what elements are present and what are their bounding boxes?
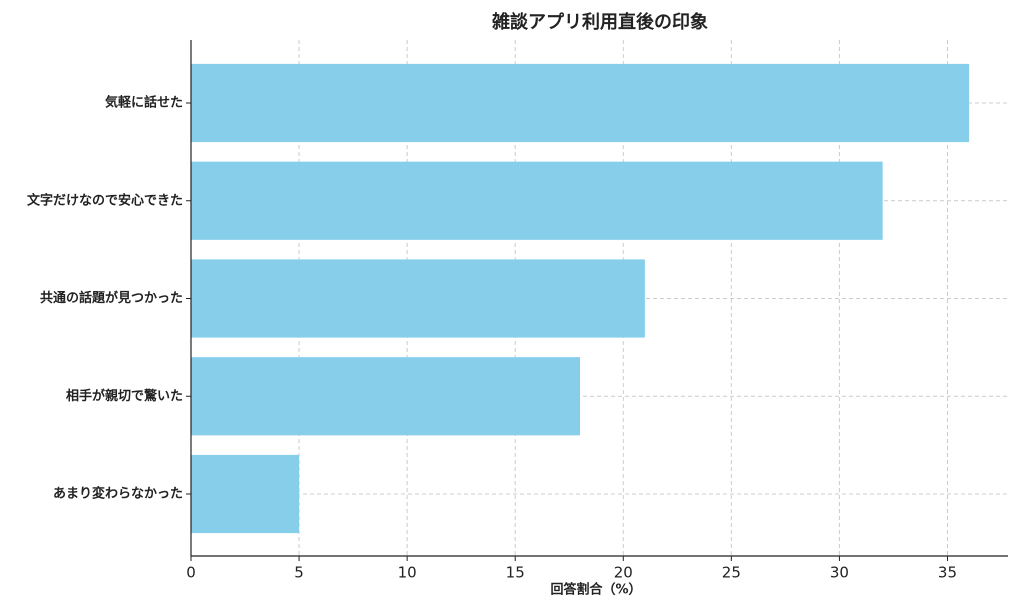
bar [191, 63, 970, 143]
x-tick-label: 25 [722, 564, 741, 582]
x-tick-label: 15 [506, 564, 525, 582]
x-tick-label: 5 [294, 564, 304, 582]
chart-title: 雑談アプリ利用直後の印象 [491, 11, 708, 33]
y-tick-label: 相手が親切で驚いた [66, 388, 183, 404]
y-tick-label: 文字だけなので安心できた [27, 192, 183, 208]
bar [191, 357, 581, 436]
y-tick-label: 共通の話題が見つかった [40, 290, 183, 306]
x-tick-label: 35 [938, 564, 957, 582]
x-tick-label: 20 [614, 564, 633, 582]
x-axis-label: 回答割合（%） [550, 582, 641, 598]
y-tick-label: 気軽に話せた [105, 95, 183, 111]
x-tick-label: 30 [830, 564, 849, 582]
x-tick-label: 10 [398, 564, 417, 582]
bar [191, 454, 300, 534]
bar [191, 161, 883, 240]
x-tick-label: 0 [186, 564, 196, 582]
bar [191, 259, 645, 338]
y-tick-label: あまり変わらなかった [53, 486, 183, 502]
